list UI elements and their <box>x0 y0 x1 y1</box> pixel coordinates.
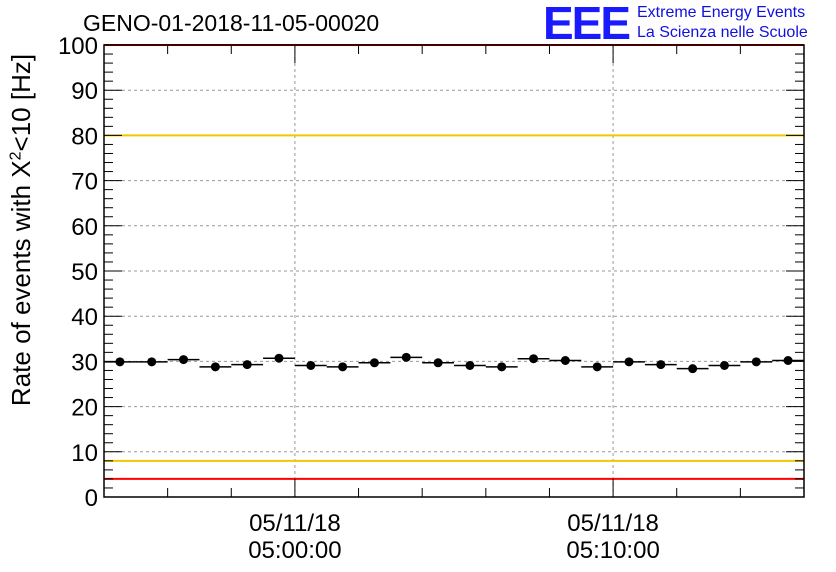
y-axis-label-prefix: Rate of events with X <box>6 160 36 407</box>
y-tick-label: 70 <box>71 169 98 196</box>
x-tick-label-time: 05:00:00 <box>248 537 341 564</box>
reference-lines <box>104 44 804 480</box>
data-point <box>688 364 698 374</box>
data-point <box>656 360 666 370</box>
x-tick-label-date: 05/11/18 <box>567 510 659 537</box>
y-tick-label: 30 <box>71 349 98 376</box>
data-point <box>751 357 761 367</box>
data-point <box>433 358 443 368</box>
data-point <box>147 357 157 367</box>
data-point <box>338 362 348 372</box>
y-tick-label: 10 <box>71 440 98 467</box>
y-tick-label: 60 <box>71 214 98 241</box>
data-point <box>306 360 316 370</box>
data-point <box>783 355 793 365</box>
x-tick-label-time: 05:10:00 <box>566 537 659 564</box>
data-point <box>497 362 507 372</box>
tick-labels: 010203040506070809010005/11/1805:00:0005… <box>58 33 660 564</box>
grid-layer <box>104 45 804 497</box>
y-axis-label-sup: 2 <box>7 151 25 161</box>
chart-title: GENO-01-2018-11-05-00020 <box>83 10 380 36</box>
eee-logo-mark: EEE <box>543 0 631 49</box>
y-tick-label: 0 <box>85 485 98 512</box>
data-point <box>560 355 570 365</box>
y-tick-label: 90 <box>71 78 98 105</box>
y-tick-label: 40 <box>71 304 98 331</box>
data-point <box>369 358 379 368</box>
axis-ticks <box>104 44 805 498</box>
y-tick-label: 50 <box>71 259 98 286</box>
y-axis-label-suffix: <10 [Hz] <box>6 53 36 152</box>
data-point <box>210 362 220 372</box>
logo-text-line2: La Scienza nelle Scuole <box>637 24 808 41</box>
logo-text-line1: Extreme Energy Events <box>637 4 806 21</box>
y-tick-label: 20 <box>71 395 98 422</box>
y-tick-label: 100 <box>58 33 98 60</box>
data-point <box>719 360 729 370</box>
data-point <box>529 354 539 364</box>
data-point <box>179 355 189 365</box>
data-point <box>401 352 411 362</box>
data-point <box>465 360 475 370</box>
data-point <box>592 362 602 372</box>
data-points <box>104 352 804 374</box>
plot-frame <box>103 44 805 498</box>
data-point <box>242 360 252 370</box>
y-axis-label: Rate of events with X2<10 [Hz] <box>6 20 37 440</box>
x-tick-label-date: 05/11/18 <box>249 510 341 537</box>
y-tick-label: 80 <box>71 123 98 150</box>
data-point <box>115 357 125 367</box>
data-point <box>274 353 284 363</box>
data-point <box>624 357 634 367</box>
